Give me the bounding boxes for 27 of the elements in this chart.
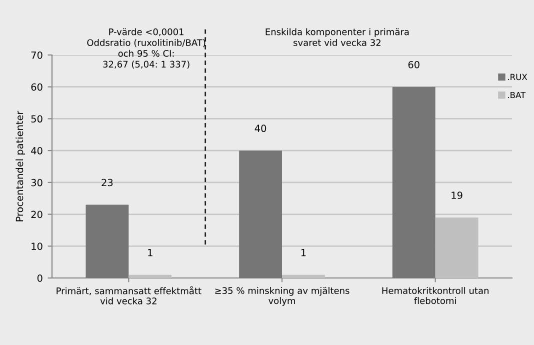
bar <box>392 86 436 278</box>
y-tick-label: 30 <box>31 178 42 186</box>
data-label: 19 <box>452 192 462 199</box>
y-tick-label: 50 <box>31 115 42 123</box>
legend-label: .RUX <box>508 74 528 80</box>
data-label: 23 <box>102 178 113 186</box>
bar <box>282 274 325 278</box>
x-tick-label: ≥35 % minskning av mjältens volym <box>215 287 350 306</box>
data-label: 1 <box>301 249 306 256</box>
data-label: 40 <box>254 124 266 132</box>
y-tick-label: 40 <box>31 147 42 154</box>
x-tick-label: Hematokritkontroll utan flebotomi <box>382 287 488 304</box>
y-tick-label: 10 <box>32 242 42 250</box>
data-label: 60 <box>408 60 420 68</box>
y-tick-label: 0 <box>37 274 42 282</box>
bar <box>128 274 172 278</box>
data-label: 1 <box>148 249 152 256</box>
annotation: P-värde <0,0001 Oddsratio (ruxolitinib/BAT) och 95 % CI: 32,67 (5,04: 1 337) <box>87 28 206 69</box>
bar <box>239 150 282 278</box>
y-tick-label: 60 <box>31 83 42 91</box>
text: Enskilda komponenter i primära svaret vid vecka 32 <box>266 28 409 46</box>
y-tick-label: 70 <box>31 51 42 59</box>
y-tick-label: 20 <box>31 210 42 218</box>
legend-label: .BAT <box>508 92 526 98</box>
x-tick-label: Primärt, sammansatt effektmått vid vecka 32 <box>56 286 202 304</box>
y-axis-title: Procentandel patienter <box>16 110 26 222</box>
bar <box>86 204 129 278</box>
